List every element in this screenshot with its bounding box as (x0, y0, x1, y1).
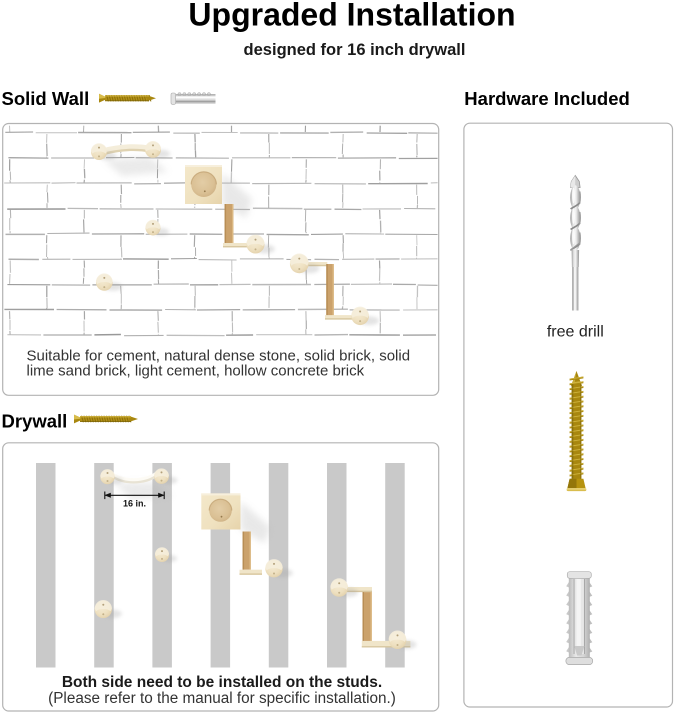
svg-text:lime sand brick, light cement,: lime sand brick, light cement, hollow co… (27, 363, 365, 380)
svg-text:free drill: free drill (547, 324, 604, 341)
svg-text:Upgraded Installation: Upgraded Installation (188, 0, 515, 33)
svg-text:Both side need to be installed: Both side need to be installed on the st… (62, 674, 382, 691)
svg-text:Suitable for cement, natural d: Suitable for cement, natural dense stone… (27, 348, 411, 365)
svg-text:designed for 16 inch drywall: designed for 16 inch drywall (244, 41, 466, 59)
svg-text:Hardware Included: Hardware Included (464, 88, 630, 109)
svg-text:Solid Wall: Solid Wall (2, 88, 90, 109)
svg-text:16 in.: 16 in. (123, 498, 146, 508)
svg-text:Drywall: Drywall (2, 410, 68, 431)
svg-text:(Please refer to the manual fo: (Please refer to the manual for specific… (48, 690, 396, 707)
